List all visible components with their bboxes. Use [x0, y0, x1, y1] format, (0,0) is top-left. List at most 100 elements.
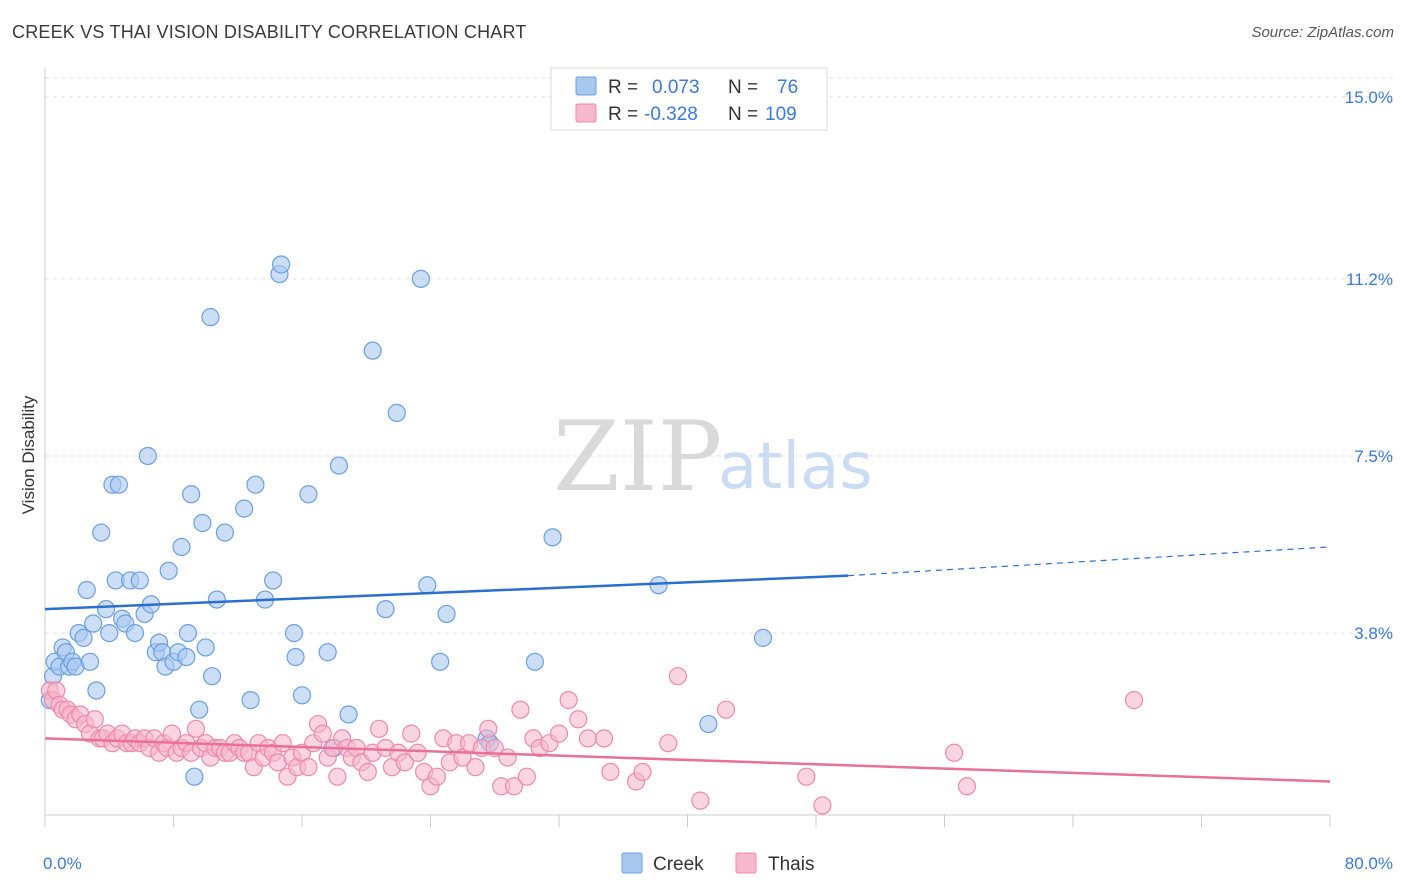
thai-point-59: [313, 724, 332, 743]
creek-point-67: [418, 576, 437, 595]
creek-trend-line: [44, 574, 849, 611]
creek-point-45: [202, 667, 222, 686]
source-note: Source: ZipAtlas.com: [1251, 24, 1394, 41]
creek-point-56: [286, 647, 305, 667]
creek-point-27: [138, 446, 157, 466]
creek-point-17: [100, 623, 119, 643]
creek-point-63: [363, 341, 382, 360]
thai-point-97: [549, 724, 569, 743]
y-tick-label-2: 11.2%: [1346, 270, 1393, 289]
bottom-legend-thai-swatch: [735, 852, 757, 874]
watermark-atlas: atlas: [718, 430, 873, 504]
thai-point-75: [402, 724, 421, 743]
thai-point-33: [186, 719, 206, 738]
thai-swatch: [575, 103, 597, 123]
thai-r-value: -0.328: [644, 104, 698, 125]
x-tick-labels: 0.0% 80.0%: [43, 854, 1393, 873]
stats-legend-box: [550, 67, 828, 131]
thai-point-93: [517, 767, 536, 786]
creek-point-47: [215, 523, 234, 542]
thai-point-102: [601, 762, 620, 782]
y-tick-label-0: 3.8%: [1354, 624, 1393, 643]
creek-point-55: [284, 623, 304, 643]
watermark-zip: ZIP: [553, 401, 722, 513]
bottom-legend-thai-label: Thais: [768, 854, 814, 875]
creek-point-58: [299, 485, 318, 504]
creek-point-44: [201, 308, 220, 327]
creek-point-48: [235, 499, 254, 518]
thai-point-28: [162, 724, 181, 743]
y-tick-labels: 3.8% 7.5% 11.2% 15.0%: [1345, 88, 1393, 643]
thai-point-99: [569, 710, 588, 729]
y-tick-label-3: 15.0%: [1345, 88, 1393, 107]
creek-point-25: [130, 571, 149, 590]
creek-r-value: 0.073: [652, 77, 700, 98]
thai-point-87: [479, 719, 498, 738]
thai-point-105: [659, 734, 678, 753]
thai-point-76: [408, 743, 427, 762]
creek-point-62: [339, 705, 358, 724]
creek-point-38: [178, 623, 198, 643]
bottom-legend-creek-label: Creek: [653, 854, 704, 875]
creek-swatch: [575, 76, 597, 96]
creek-trend-extension: [848, 546, 1331, 577]
creek-point-72: [525, 652, 545, 671]
creek-point-73: [543, 528, 562, 547]
thai-point-11: [85, 710, 104, 729]
creek-point-37: [177, 647, 196, 667]
scatter-points: [40, 255, 1144, 815]
x-tick-label-1: 80.0%: [1345, 854, 1393, 873]
thai-point-91: [504, 777, 524, 796]
bottom-legend: Creek Thais: [621, 852, 814, 875]
thai-point-107: [691, 791, 710, 810]
creek-n-value: 76: [777, 77, 798, 98]
creek-point-61: [329, 456, 349, 475]
creek-point-11: [77, 580, 96, 600]
thai-point-106: [668, 667, 687, 686]
axes: [44, 68, 1331, 827]
creek-point-66: [411, 269, 430, 288]
creek-point-14: [87, 681, 106, 700]
creek-point-65: [387, 403, 406, 422]
thai-point-100: [578, 729, 598, 748]
creek-point-33: [159, 561, 178, 580]
thai-n-value: 109: [765, 104, 797, 125]
thai-point-98: [559, 691, 578, 710]
thai-point-62: [328, 767, 347, 786]
thai-point-101: [594, 729, 614, 748]
creek-n-label: N =: [728, 77, 758, 98]
thai-point-110: [813, 796, 832, 815]
thai-point-109: [797, 767, 816, 786]
creek-point-64: [376, 600, 395, 619]
chart-title: CREEK VS THAI VISION DISABILITY CORRELAT…: [12, 22, 527, 42]
thai-point-104: [633, 762, 652, 782]
trend-lines: [44, 546, 1331, 783]
bottom-legend-creek-swatch: [621, 852, 643, 874]
thai-point-113: [1124, 691, 1144, 710]
creek-point-20: [109, 475, 128, 494]
y-axis-label: Vision Disability: [19, 395, 38, 514]
creek-point-46: [207, 590, 226, 609]
creek-point-16: [96, 600, 116, 619]
y-tick-label-1: 7.5%: [1354, 447, 1393, 466]
thai-point-70: [370, 719, 389, 738]
creek-point-12: [80, 652, 100, 671]
creek-point-43: [196, 638, 215, 657]
creek-point-15: [92, 523, 111, 542]
thai-point-79: [427, 767, 447, 786]
creek-point-50: [246, 475, 265, 494]
creek-point-68: [431, 652, 450, 671]
thai-point-111: [945, 743, 964, 762]
creek-point-10: [74, 628, 93, 647]
gridlines: [45, 77, 1395, 634]
creek-r-label: R =: [608, 77, 638, 98]
creek-point-59: [318, 643, 337, 662]
creek-point-52: [263, 571, 283, 590]
thai-point-74: [395, 753, 414, 772]
creek-point-57: [292, 686, 312, 705]
thai-point-85: [466, 758, 485, 777]
creek-point-75: [699, 714, 718, 734]
creek-point-13: [84, 614, 103, 633]
thai-point-90: [498, 748, 517, 767]
